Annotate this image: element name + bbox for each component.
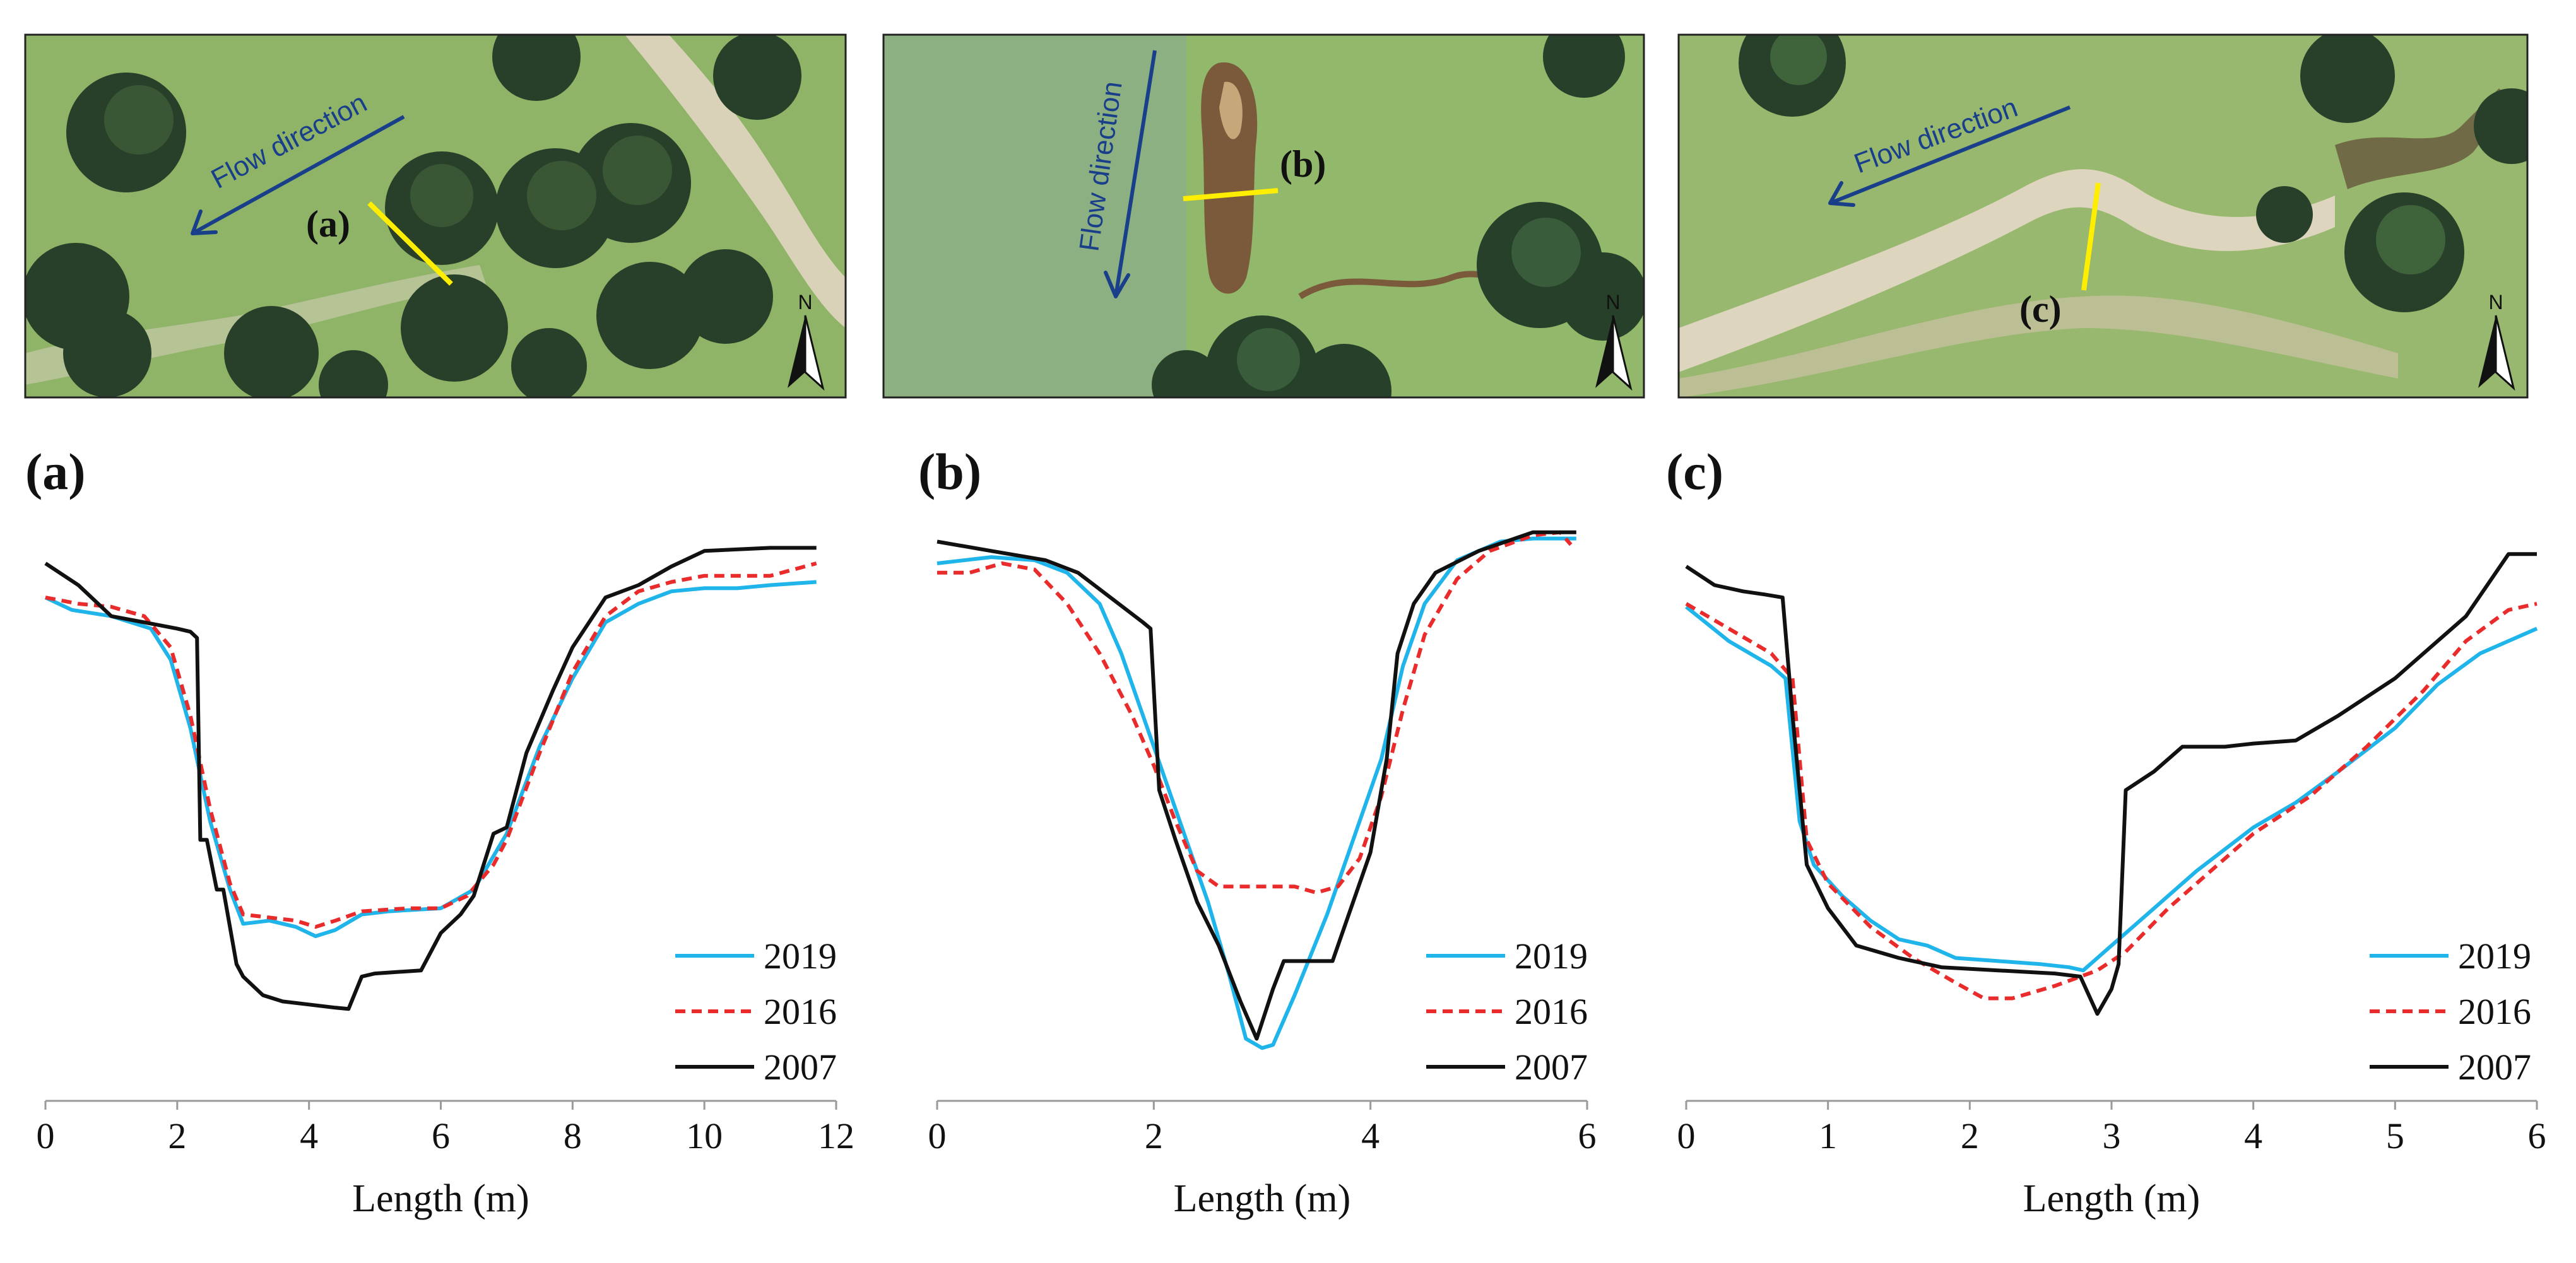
x-tick-label: 2 xyxy=(1961,1115,1979,1156)
series-line-2016 xyxy=(45,561,817,929)
cross-section-line-b xyxy=(1183,188,1279,201)
svg-text:N: N xyxy=(1605,291,1620,314)
legend-label-2019: 2019 xyxy=(1515,936,1588,977)
chart-a: (a) 0 2 4 6 8 10 12 Length (m) 2019 2016 2007 xyxy=(25,443,854,1220)
x-tick-label: 12 xyxy=(818,1115,854,1156)
legend-label-2016: 2016 xyxy=(764,991,837,1032)
cross-section-label-b: (b) xyxy=(1280,143,1326,185)
legend-label-2019: 2019 xyxy=(764,936,837,977)
legend: 2019 2016 2007 xyxy=(2370,936,2531,1088)
legend: 2019 2016 2007 xyxy=(1426,936,1588,1088)
panel-label: (b) xyxy=(918,443,981,500)
legend-label-2007: 2007 xyxy=(2458,1047,2531,1088)
x-tick-label: 2 xyxy=(1145,1115,1163,1156)
x-tick-label: 10 xyxy=(686,1115,723,1156)
x-tick-label: 5 xyxy=(2386,1115,2404,1156)
north-arrow-b: N xyxy=(1595,291,1633,391)
cross-section-line-a xyxy=(367,201,453,286)
x-tick-label: 1 xyxy=(1819,1115,1837,1156)
legend-label-2007: 2007 xyxy=(1515,1047,1588,1088)
legend: 2019 2016 2007 xyxy=(675,936,837,1088)
panel-label: (c) xyxy=(1666,443,1723,500)
photo-panel-b: Flow direction (b) N xyxy=(882,33,1645,399)
legend-label-2007: 2007 xyxy=(764,1047,837,1088)
series-line-2019 xyxy=(936,536,1576,1050)
series-line-2007 xyxy=(44,546,817,1011)
flow-direction-arrow-b xyxy=(1114,50,1157,297)
x-tick-label: 4 xyxy=(300,1115,318,1156)
flow-direction-arrowhead-a xyxy=(191,209,218,235)
north-arrow-a: N xyxy=(788,291,825,391)
x-tick-label: 8 xyxy=(564,1115,582,1156)
photo-c-dirt-track xyxy=(1679,169,2335,372)
svg-text:N: N xyxy=(798,291,812,314)
svg-text:N: N xyxy=(2488,291,2503,314)
x-tick-label: 6 xyxy=(432,1115,450,1156)
x-tick-label: 6 xyxy=(2528,1115,2546,1156)
x-tick-label: 0 xyxy=(37,1115,55,1156)
north-arrow-c: N xyxy=(2478,291,2515,391)
x-tick-label: 0 xyxy=(928,1115,947,1156)
x-axis-title: Length (m) xyxy=(352,1177,529,1220)
series-line-2016 xyxy=(1685,602,2538,1001)
flow-direction-arrowhead-c xyxy=(1828,181,1855,207)
x-tick-label: 2 xyxy=(168,1115,186,1156)
series-line-2019 xyxy=(44,580,817,938)
legend-label-2016: 2016 xyxy=(1515,991,1588,1032)
series-line-2016 xyxy=(937,530,1573,895)
photo-panel-c: Flow direction (c) N xyxy=(1677,33,2529,399)
x-tick-label: 6 xyxy=(1578,1115,1597,1156)
photo-panel-a: Flow direction (a) N xyxy=(24,33,847,399)
legend-label-2016: 2016 xyxy=(2458,991,2531,1032)
x-axis-title: Length (m) xyxy=(2023,1177,2201,1220)
x-tick-label: 4 xyxy=(1361,1115,1380,1156)
x-tick-label: 4 xyxy=(2244,1115,2262,1156)
flow-direction-arrow-c xyxy=(1829,105,2071,205)
chart-c: (c) 0 1 2 3 4 5 6 Length (m) 2019 2016 2007 xyxy=(1666,443,2546,1220)
flow-direction-arrow-a xyxy=(191,115,405,235)
series-line-2007 xyxy=(936,530,1576,1041)
x-tick-label: 0 xyxy=(1677,1115,1696,1156)
cross-section-label-c: (c) xyxy=(2019,288,2062,330)
cross-section-label-a: (a) xyxy=(306,203,350,245)
x-axis-title: Length (m) xyxy=(1174,1177,1351,1220)
flow-direction-arrowhead-b xyxy=(1104,271,1130,298)
x-tick-label: 3 xyxy=(2103,1115,2121,1156)
legend-label-2019: 2019 xyxy=(2458,936,2531,977)
photo-a-dirt-track xyxy=(625,35,846,328)
panel-label: (a) xyxy=(25,443,86,500)
photo-b-pond xyxy=(1201,62,1258,294)
series-line-2019 xyxy=(1685,605,2538,973)
series-line-2007 xyxy=(1685,552,2537,1016)
cross-section-line-c xyxy=(2081,182,2101,291)
chart-b: (b) 0 2 4 6 Length (m) 2019 2016 2007 xyxy=(918,443,1597,1220)
